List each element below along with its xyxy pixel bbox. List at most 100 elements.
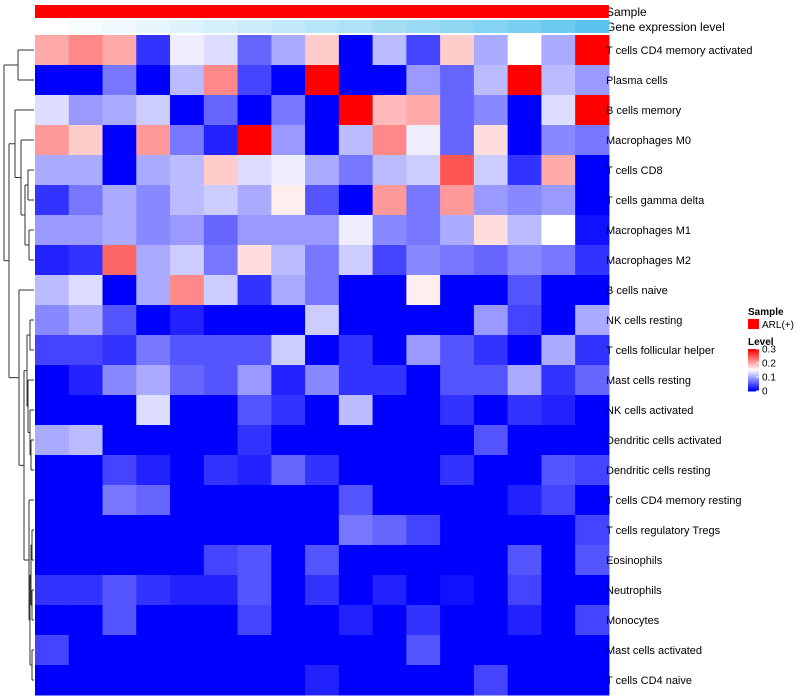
heatmap-cell bbox=[372, 485, 407, 516]
heatmap-cell bbox=[271, 635, 306, 666]
heatmap-cell bbox=[338, 185, 374, 216]
heatmap-cell bbox=[136, 215, 171, 246]
legend-gradient-step bbox=[748, 360, 759, 363]
heatmap-cell bbox=[305, 305, 340, 336]
heatmap-cell bbox=[440, 575, 475, 606]
heatmap-cell bbox=[237, 365, 272, 396]
heatmap-cell bbox=[203, 65, 239, 96]
heatmap-cell bbox=[305, 395, 340, 426]
heatmap-cell bbox=[372, 425, 407, 456]
heatmap-cell bbox=[136, 395, 171, 426]
row-label: B cells naive bbox=[606, 285, 668, 297]
heatmap-cell bbox=[338, 65, 374, 96]
row-dendrogram bbox=[3, 49, 34, 681]
heatmap-cell bbox=[271, 365, 306, 396]
heatmap-cell bbox=[203, 425, 239, 456]
heatmap-cell bbox=[406, 485, 441, 516]
heatmap-cell bbox=[338, 95, 374, 126]
heatmap-cell bbox=[170, 485, 205, 516]
heatmap-cell bbox=[203, 635, 239, 666]
heatmap-cell bbox=[406, 335, 441, 366]
heatmap-cell bbox=[541, 545, 576, 576]
heatmap-cell bbox=[338, 245, 374, 276]
heatmap-cell bbox=[35, 545, 70, 576]
heatmap-cell bbox=[237, 245, 272, 276]
heatmap-cell bbox=[136, 545, 171, 576]
heatmap-cell bbox=[406, 35, 441, 66]
heatmap-cell bbox=[271, 455, 306, 486]
heatmap-cell bbox=[35, 95, 70, 126]
heatmap-cell bbox=[237, 395, 272, 426]
heatmap-cell bbox=[68, 395, 104, 426]
heatmap-cell bbox=[372, 665, 407, 696]
heatmap-cell bbox=[473, 125, 509, 156]
row-label: T cells follicular helper bbox=[606, 345, 715, 357]
heatmap-cell bbox=[372, 155, 407, 186]
heatmap-cell bbox=[35, 395, 70, 426]
heatmap-cell bbox=[338, 35, 374, 66]
legend-sample-title: Sample bbox=[748, 307, 784, 318]
heatmap-cell bbox=[406, 545, 441, 576]
legend-level-title: Level bbox=[748, 337, 774, 348]
heatmap-cell bbox=[68, 365, 104, 396]
heatmap-cell bbox=[237, 335, 272, 366]
heatmap-cell bbox=[575, 95, 610, 126]
heatmap-cell bbox=[338, 155, 374, 186]
heatmap-cell bbox=[575, 665, 610, 696]
row-label: B cells memory bbox=[606, 105, 682, 117]
heatmap-cell bbox=[170, 425, 205, 456]
heatmap-cell bbox=[136, 515, 171, 546]
legend-gradient-step bbox=[748, 361, 759, 364]
heatmap-cell bbox=[541, 215, 576, 246]
legend-gradient-step bbox=[748, 363, 759, 365]
heatmap-cell bbox=[473, 545, 509, 576]
heatmap-cell bbox=[507, 65, 542, 96]
heatmap-cell bbox=[237, 515, 272, 546]
heatmap-cell bbox=[473, 365, 509, 396]
heatmap-cell bbox=[271, 335, 306, 366]
annotation-cell-expression bbox=[237, 20, 272, 33]
heatmap-cell bbox=[440, 335, 475, 366]
heatmap-cell bbox=[68, 545, 104, 576]
heatmap-cell bbox=[338, 425, 374, 456]
heatmap-cell bbox=[507, 545, 542, 576]
heatmap-cell bbox=[68, 635, 104, 666]
heatmap-cell bbox=[440, 215, 475, 246]
legend-gradient-step bbox=[748, 385, 759, 388]
heatmap-cell bbox=[473, 395, 509, 426]
heatmap-cell bbox=[68, 215, 104, 246]
heatmap-cell bbox=[338, 515, 374, 546]
legend-gradient-step bbox=[748, 375, 759, 378]
heatmap-cell bbox=[136, 635, 171, 666]
heatmap-cell bbox=[440, 635, 475, 666]
heatmap-cell bbox=[203, 335, 239, 366]
heatmap-cell bbox=[507, 335, 542, 366]
heatmap-cell bbox=[372, 65, 407, 96]
heatmap-cell bbox=[170, 545, 205, 576]
heatmap-cell bbox=[575, 395, 610, 426]
heatmap-cell bbox=[575, 335, 610, 366]
heatmap-cell bbox=[102, 185, 137, 216]
heatmap-cell bbox=[136, 185, 171, 216]
annotation-cell-expression bbox=[203, 20, 239, 33]
heatmap-cell bbox=[237, 215, 272, 246]
heatmap-cell bbox=[237, 485, 272, 516]
legend-gradient-step bbox=[748, 356, 759, 358]
annotation-cell-expression bbox=[35, 20, 70, 33]
heatmap-cell bbox=[406, 455, 441, 486]
heatmap-cell bbox=[406, 185, 441, 216]
heatmap-cell bbox=[406, 95, 441, 126]
heatmap-cell bbox=[338, 455, 374, 486]
row-label: T cells CD4 naive bbox=[606, 675, 692, 687]
heatmap-cell bbox=[35, 65, 70, 96]
heatmap-cell bbox=[237, 125, 272, 156]
heatmap-cell bbox=[203, 155, 239, 186]
heatmap-cell bbox=[338, 365, 374, 396]
heatmap-cell bbox=[35, 605, 70, 636]
heatmap-cell bbox=[440, 605, 475, 636]
heatmap-cell bbox=[473, 485, 509, 516]
heatmap-cell bbox=[575, 125, 610, 156]
heatmap-cell bbox=[507, 275, 542, 306]
heatmap-cells bbox=[35, 35, 610, 696]
heatmap-cell bbox=[102, 425, 137, 456]
